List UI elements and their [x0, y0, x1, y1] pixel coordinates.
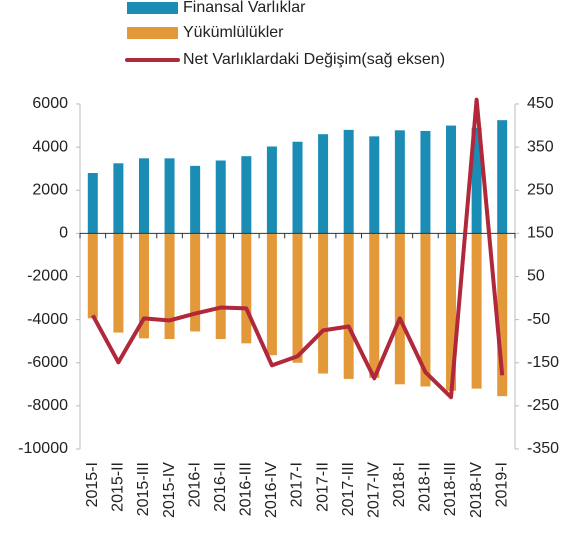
x-tick-label: 2016-III [238, 462, 255, 516]
y2-tick-label: 450 [527, 95, 554, 112]
bar [369, 233, 380, 378]
y2-tick-label: -350 [527, 440, 559, 457]
bar [369, 136, 380, 234]
y2-tick-label: -150 [527, 354, 559, 371]
x-tick-label: 2015-I [84, 462, 101, 507]
bar [497, 233, 508, 397]
bar [446, 125, 457, 234]
bar [87, 233, 98, 319]
x-tick-label: 2017-III [340, 462, 357, 516]
y-tick-label: -8000 [27, 397, 68, 414]
legend-label: Finansal Varlıklar [183, 0, 306, 16]
x-tick-label: 2018-IV [468, 462, 485, 518]
bar [497, 120, 508, 234]
bar [113, 233, 124, 333]
bar [266, 146, 277, 234]
x-tick-label: 2017-II [314, 462, 331, 512]
x-tick-label: 2018-III [442, 462, 459, 516]
y2-tick-label: 250 [527, 181, 554, 198]
y-tick-label: -2000 [27, 268, 68, 285]
x-tick-label: 2015-IV [161, 462, 178, 518]
bar [318, 233, 329, 374]
bar [292, 233, 303, 363]
x-tick-label: 2016-I [186, 462, 203, 507]
y2-tick-label: 150 [527, 225, 554, 242]
bar [343, 129, 354, 234]
y-tick-label: -10000 [18, 440, 68, 457]
y2-tick-label: 350 [527, 138, 554, 155]
y2-tick-label: -250 [527, 397, 559, 414]
bar [164, 158, 175, 234]
y-tick-label: -4000 [27, 311, 68, 328]
x-tick-label: 2018-II [417, 462, 434, 512]
bar [215, 233, 226, 340]
bar [138, 158, 149, 234]
bar [471, 127, 482, 234]
y2-tick-label: 50 [527, 268, 545, 285]
line [91, 97, 505, 400]
y-tick-label: 6000 [32, 95, 68, 112]
x-tick-label: 2015-II [110, 462, 127, 512]
bar [318, 134, 329, 234]
x-tick-label: 2018-I [391, 462, 408, 507]
legend-label: Net Varlıklardaki Değişim(sağ eksen) [183, 51, 445, 68]
bar [241, 156, 252, 234]
x-tick-label: 2016-II [212, 462, 229, 512]
bar [420, 130, 431, 234]
x-tick-label: 2016-IV [263, 462, 280, 518]
y-tick-label: 0 [59, 225, 68, 242]
bar [446, 233, 457, 391]
legend-swatch [127, 2, 178, 14]
bar [292, 141, 303, 234]
y2-tick-label: -50 [527, 311, 550, 328]
bar [343, 233, 354, 379]
x-tick-label: 2017-I [289, 462, 306, 507]
x-tick-label: 2019-I [493, 462, 510, 507]
bar [471, 233, 482, 389]
bar [420, 233, 431, 387]
bar [87, 173, 98, 234]
bar [215, 160, 226, 234]
y-tick-label: -6000 [27, 354, 68, 371]
bar [394, 130, 405, 234]
bar [113, 163, 124, 234]
bar [138, 233, 149, 339]
bar [190, 233, 201, 332]
x-tick-label: 2017-IV [365, 462, 382, 518]
bar [164, 233, 175, 340]
legend-label: Yükümlülükler [183, 24, 284, 41]
bar [190, 165, 201, 234]
y-tick-label: 4000 [32, 138, 68, 155]
bar [266, 233, 277, 356]
legend-swatch [127, 27, 178, 39]
bar [241, 233, 252, 344]
x-tick-label: 2015-III [135, 462, 152, 516]
bar [394, 233, 405, 385]
y-tick-label: 2000 [32, 181, 68, 198]
